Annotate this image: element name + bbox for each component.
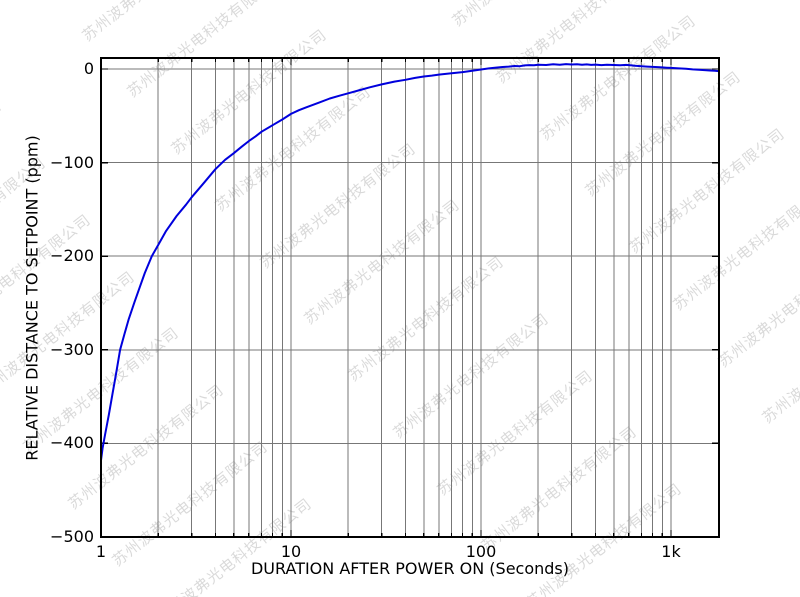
y-tick-label--400: −400 [50,433,94,453]
x-tick-label-10: 10 [280,542,302,561]
y-axis-label: RELATIVE DISTANCE TO SETPOINT (ppm) [22,135,42,461]
data-line [101,63,719,461]
y-tick-label--300: −300 [50,339,94,359]
x-tick-label-1: 1 [95,542,107,561]
plot-border [100,57,720,538]
y-tick-label--200: −200 [50,246,94,266]
y-tick-label--500: −500 [50,527,94,546]
x-axis-label: DURATION AFTER POWER ON (Seconds) [250,559,570,578]
y-tick-label-0: 0 [83,59,94,78]
y-tick-label--100: −100 [50,152,94,172]
x-tick-label-1k: 1k [661,542,681,561]
x-tick-label-100: 100 [465,542,497,561]
